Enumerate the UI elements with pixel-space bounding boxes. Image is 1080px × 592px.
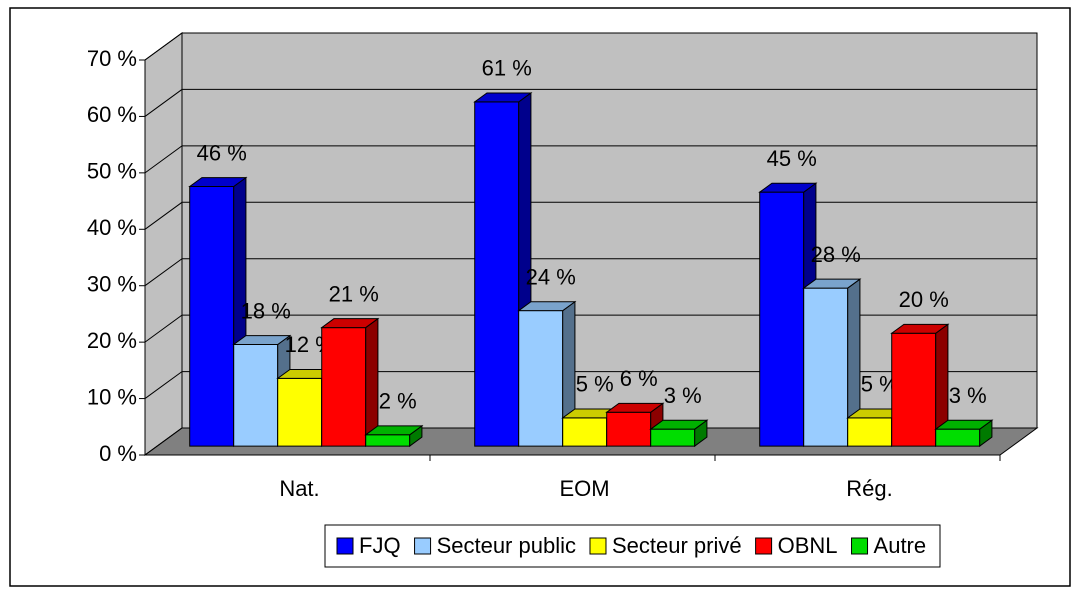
bar-top [473, 92, 533, 103]
data-label: 3 % [949, 383, 987, 408]
grid-line [144, 258, 1037, 287]
legend-label: Secteur privé [612, 533, 742, 558]
y-tick-label: 70 % [87, 46, 137, 71]
data-label: 21 % [329, 281, 379, 306]
x-tick-label: EOM [559, 476, 609, 501]
bar-top [802, 278, 862, 289]
bar-front [277, 377, 323, 447]
bar-top [649, 419, 709, 430]
data-label: 24 % [526, 264, 576, 289]
data-label: 6 % [620, 366, 658, 391]
bar [890, 323, 950, 448]
bar-top [364, 425, 424, 436]
legend-swatch [336, 537, 354, 555]
y-tick-label: 60 % [87, 102, 137, 127]
y-tick-label: 40 % [87, 215, 137, 240]
legend-label: OBNL [778, 533, 838, 558]
grid-line [144, 371, 1037, 399]
data-label: 28 % [811, 242, 861, 267]
data-label: 18 % [241, 298, 291, 323]
data-label: 3 % [664, 383, 702, 408]
bar-front [650, 428, 696, 447]
bar-front [233, 344, 279, 447]
data-label: 45 % [767, 146, 817, 171]
legend-label: Autre [874, 533, 927, 558]
y-tick-label: 20 % [87, 328, 137, 353]
bar-top [188, 177, 248, 188]
bar [649, 419, 709, 448]
legend-swatch [414, 537, 432, 555]
data-label: 46 % [197, 140, 247, 165]
bar-front [935, 428, 981, 447]
bar-top [758, 182, 818, 193]
grid-line [144, 145, 1037, 174]
data-label: 20 % [899, 287, 949, 312]
data-label: 61 % [482, 56, 532, 81]
bar [473, 91, 533, 448]
data-label: 2 % [379, 389, 417, 414]
grid-line [144, 427, 1037, 456]
y-tick-label: 0 % [99, 441, 137, 466]
x-tick-label: Rég. [846, 476, 892, 501]
bar-top [605, 402, 665, 413]
bar [802, 278, 862, 448]
bar [320, 317, 380, 448]
bar-front [562, 417, 608, 447]
bar-front [803, 287, 849, 447]
y-tick-label: 50 % [87, 159, 137, 184]
grid-line [144, 314, 1037, 343]
bar-front [189, 186, 235, 447]
legend-swatch [755, 537, 773, 555]
legend-swatch [851, 537, 869, 555]
bar-top [232, 335, 292, 346]
bar-front [321, 327, 367, 447]
bar-top [934, 419, 994, 430]
y-tick-label: 30 % [87, 272, 137, 297]
bar [517, 300, 577, 448]
bar-front [365, 434, 411, 447]
grid-line [144, 201, 1037, 230]
bar-top [517, 301, 577, 312]
bar [934, 419, 994, 448]
bar-front [474, 101, 520, 447]
bar-front [518, 310, 564, 447]
bar-top [890, 323, 950, 334]
bar [364, 424, 424, 448]
grid-line [144, 88, 1037, 117]
y-tick-label: 10 % [87, 384, 137, 409]
bar-front [891, 332, 937, 447]
bar-front [847, 417, 893, 447]
side-wall [144, 32, 183, 456]
bar-front [606, 411, 652, 447]
grid-line [144, 32, 1037, 61]
data-label: 5 % [576, 372, 614, 397]
legend-label: FJQ [359, 533, 401, 558]
x-tick-label: Nat. [279, 476, 319, 501]
legend-label: Secteur public [437, 533, 576, 558]
bar-top [320, 318, 380, 329]
bar-front [759, 191, 805, 447]
legend-swatch [589, 537, 607, 555]
